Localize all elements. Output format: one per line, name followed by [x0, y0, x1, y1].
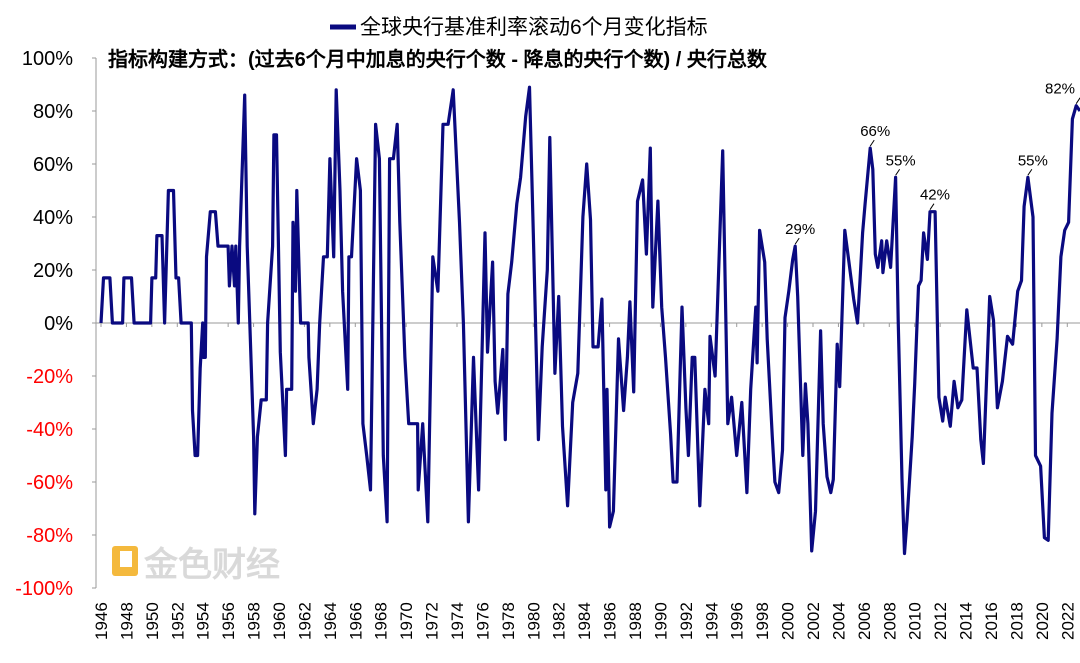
annotation-leader: [1027, 168, 1033, 176]
x-tick-label: 1994: [702, 602, 721, 640]
y-tick-label: 0%: [44, 313, 73, 335]
annotation-label: 55%: [886, 152, 916, 169]
annotation-leader: [794, 237, 800, 245]
x-tick-label: 2006: [855, 602, 874, 640]
x-tick-label: 2016: [982, 602, 1001, 640]
x-tick-label: 2018: [1007, 602, 1026, 640]
y-tick-label: -60%: [26, 472, 73, 494]
x-tick-label: 1966: [346, 602, 365, 640]
x-tick-label: 2000: [779, 602, 798, 640]
annotation-leader: [1075, 97, 1080, 104]
annotation-label: 55%: [1018, 152, 1048, 169]
x-tick-label: 2010: [906, 602, 925, 640]
watermark-text: 金色财经: [143, 545, 280, 584]
legend-label: 全球央行基准利率滚动6个月变化指标: [360, 16, 708, 39]
x-tick-label: 2012: [931, 602, 950, 640]
y-tick-label: -80%: [26, 525, 73, 547]
y-tick-label: 40%: [33, 207, 73, 229]
series-group: [99, 85, 1080, 556]
x-tick-label: 1980: [524, 602, 543, 640]
x-tick-label: 1972: [423, 602, 442, 640]
x-tick-label: 1956: [219, 602, 238, 640]
annotation-label: 42%: [920, 187, 950, 204]
annotation-label: 82%: [1045, 81, 1075, 98]
x-tick-label: 1984: [575, 602, 594, 640]
x-tick-label: 1958: [245, 602, 264, 640]
y-tick-label: -20%: [26, 366, 73, 388]
x-tick-label: 2020: [1033, 602, 1052, 640]
x-tick-label: 1946: [92, 602, 111, 640]
x-tick-label: 2022: [1058, 602, 1077, 640]
x-tick-label: 1976: [473, 602, 492, 640]
x-tick-label: 1954: [194, 602, 213, 640]
y-tick-label: 80%: [33, 101, 73, 123]
y-tick-label: 100%: [22, 48, 73, 70]
x-tick-label: 1996: [728, 602, 747, 640]
x-tick-label: 1950: [143, 602, 162, 640]
y-tick-label: -100%: [15, 578, 73, 600]
x-tick-label: 1948: [117, 602, 136, 640]
annotation-leader: [929, 203, 935, 210]
y-axis-ticks: 100% 80% 60% 40% 20% 0% -20% -40% -60% -80% -100%: [15, 48, 96, 600]
annotations: 29% 66% 55% 42% 55% 82%: [785, 81, 1080, 245]
annotation-label: 29%: [785, 221, 815, 238]
x-tick-label: 1978: [499, 602, 518, 640]
x-axis-ticks: 1946 1948 1950 1952 1954 1956 1958 1960 1962 1964…: [92, 323, 1077, 640]
x-tick-label: 1960: [270, 602, 289, 640]
x-tick-label: 1982: [550, 602, 569, 640]
x-tick-label: 1952: [168, 602, 187, 640]
y-tick-label: 60%: [33, 154, 73, 176]
annotation-leader: [895, 168, 901, 176]
annotation-label: 66%: [860, 123, 890, 140]
x-tick-label: 1992: [677, 602, 696, 640]
x-tick-label: 2008: [880, 602, 899, 640]
annotation-leader: [869, 139, 875, 147]
x-tick-label: 1962: [295, 602, 314, 640]
x-tick-label: 1968: [372, 602, 391, 640]
watermark-logo: 金色财经: [112, 545, 280, 584]
x-tick-label: 1990: [651, 602, 670, 640]
x-tick-label: 1988: [626, 602, 645, 640]
chart-subtitle: 指标构建方式：(过去6个月中加息的央行个数 - 降息的央行个数) / 央行总数: [108, 47, 768, 71]
y-tick-label: 20%: [33, 260, 73, 282]
x-tick-label: 1964: [321, 602, 340, 640]
legend: 全球央行基准利率滚动6个月变化指标: [330, 16, 708, 39]
x-tick-label: 2014: [957, 602, 976, 640]
x-tick-label: 1986: [601, 602, 620, 640]
x-tick-label: 1970: [397, 602, 416, 640]
x-tick-label: 1974: [448, 602, 467, 640]
x-tick-label: 1998: [753, 602, 772, 640]
x-tick-label: 2004: [829, 602, 848, 640]
x-tick-label: 2002: [804, 602, 823, 640]
series-line-0: [99, 85, 1080, 556]
y-tick-label: -40%: [26, 419, 73, 441]
